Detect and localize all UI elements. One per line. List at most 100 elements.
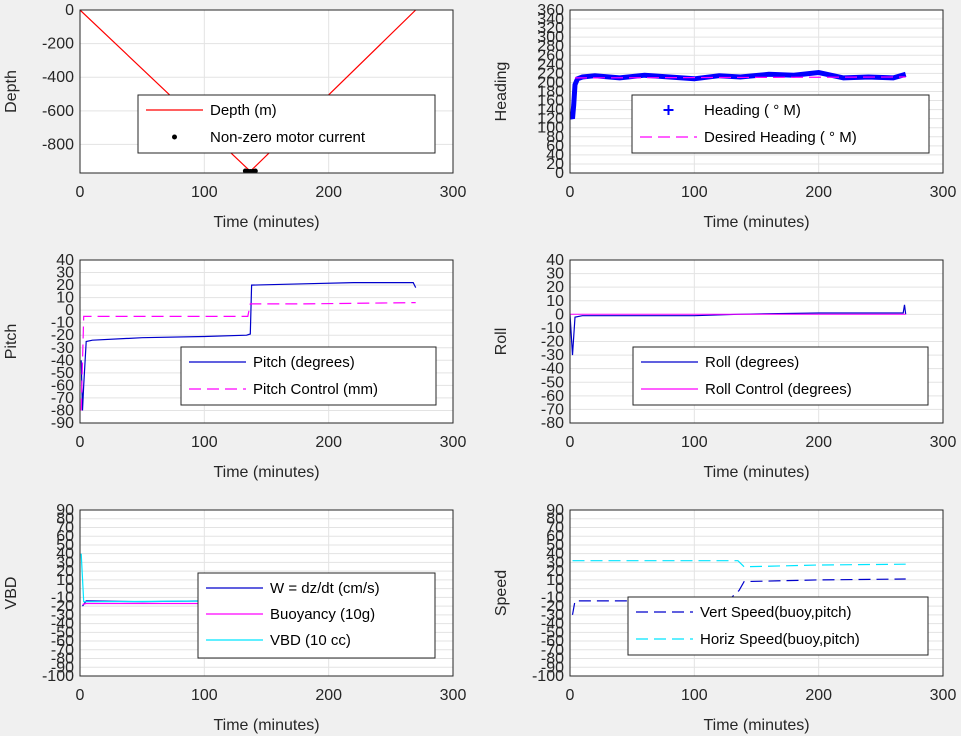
x-tick-label: 200 [315,687,342,704]
y-tick-label: 30 [546,266,564,283]
legend-label: Depth (m) [210,102,277,119]
y-tick-label: -40 [51,352,74,369]
y-tick-label: -100 [532,668,564,685]
legend-box [631,94,930,154]
y-tick-label: 0 [65,302,74,319]
y-tick-label: -10 [541,320,564,337]
y-tick-label: -100 [42,668,74,685]
x-tick-label: 100 [191,434,218,451]
y-tick-label: -600 [42,103,74,120]
y-tick-label: 20 [546,563,564,580]
axes-box [569,509,944,677]
axes-box [79,509,454,677]
y-tick-label: -80 [541,651,564,668]
y-tick-label: -80 [541,415,564,432]
y-tick-label: -70 [51,390,74,407]
y-tick-label: 70 [546,519,564,536]
y-tick-label: -40 [541,616,564,633]
legend-label: VBD (10 cc) [270,632,351,649]
x-tick-label: 0 [566,687,575,704]
y-tick-label: -90 [541,659,564,676]
data-layer [570,69,907,120]
legend-label: Vert Speed(buoy,pitch) [700,604,851,621]
series-line-heading-0 [570,69,907,120]
y-tick-label: 300 [537,29,564,46]
legend: Pitch (degrees) Pitch Control (mm) [180,346,437,406]
y-tick-label: 360 [537,2,564,19]
legend: Roll (degrees) Roll Control (degrees) [632,346,929,406]
y-tick-label: -20 [541,334,564,351]
y-tick-label: -50 [541,624,564,641]
legend: W = dz/dt (cm/s) Buoyancy (10g) VBD (10 cc… [197,572,436,659]
y-tick-label: 50 [546,537,564,554]
x-tick-label: 200 [805,434,832,451]
x-axis-label: Time (minutes) [213,464,319,481]
y-tick-label: -80 [51,651,74,668]
y-axis-label: Roll [493,328,510,356]
y-tick-label: 10 [56,572,74,589]
y-tick-label: 40 [546,147,564,164]
legend-label: Horiz Speed(buoy,pitch) [700,631,860,648]
y-tick-label: -10 [541,589,564,606]
y-tick-label: 30 [546,554,564,571]
y-tick-label: 200 [537,74,564,91]
y-tick-label: 30 [56,265,74,282]
y-tick-label: 140 [537,102,564,119]
chart-depth: 0 100 200 300 -800 -600 -400 -200 0 Time (minutes… [3,2,466,231]
legend-label: Desired Heading ( ° M) [704,129,857,146]
series-line-speed-1 [572,560,906,568]
axes-box [569,259,944,424]
y-tick-label: 30 [56,554,74,571]
y-tick-label: -60 [51,377,74,394]
y-tick-label: -70 [541,642,564,659]
x-tick-label: 200 [315,184,342,201]
x-tick-label: 100 [681,184,708,201]
x-tick-label: 200 [805,184,832,201]
series-line-pitch-1 [80,302,416,411]
y-tick-label: 220 [537,65,564,82]
chart-heading: 0 100 200 300020406080100120140160180200220… [493,2,956,231]
legend-label: Roll Control (degrees) [705,381,852,398]
y-tick-label: -30 [51,607,74,624]
y-tick-label: -80 [51,402,74,419]
x-tick-label: 300 [440,434,467,451]
axes-box [79,259,454,424]
chart-roll: 0 100 200 300-80-70-60-50-40-30-20-10010203… [493,252,956,481]
y-axis-label: Heading [493,62,510,122]
y-tick-label: 0 [65,581,74,598]
y-tick-label: 40 [56,252,74,269]
legend-label: Pitch (degrees) [253,354,355,371]
y-tick-label: 40 [546,546,564,563]
y-axis-label: VBD [3,577,20,610]
y-tick-label: -50 [51,365,74,382]
y-tick-label: -90 [51,415,74,432]
y-tick-label: 20 [546,279,564,296]
y-tick-label: 70 [56,519,74,536]
y-tick-label: -70 [541,401,564,418]
y-tick-label: -90 [51,659,74,676]
x-axis-label: Time (minutes) [703,214,809,231]
y-tick-label: 180 [537,84,564,101]
x-tick-label: 200 [315,434,342,451]
y-axis-label: Speed [493,570,510,616]
legend: Vert Speed(buoy,pitch) Horiz Speed(buoy,p… [627,596,929,656]
x-tick-label: 0 [566,434,575,451]
legend-box [632,346,929,406]
legend-box [137,94,436,154]
series-line-roll-0 [570,304,907,356]
data-layer [571,560,906,615]
y-tick-label: -10 [51,589,74,606]
x-axis-label: Time (minutes) [703,464,809,481]
y-tick-label: 100 [537,120,564,137]
y-tick-label: -200 [42,36,74,53]
y-tick-label: -10 [51,315,74,332]
y-tick-label: -40 [541,361,564,378]
y-tick-label: 10 [56,290,74,307]
x-tick-label: 0 [76,687,85,704]
y-tick-label: 60 [56,528,74,545]
legend: Depth (m) Non-zero motor current [137,94,436,154]
y-axis-label: Pitch [3,324,20,360]
y-tick-label: 50 [56,537,74,554]
y-tick-label: 80 [546,511,564,528]
